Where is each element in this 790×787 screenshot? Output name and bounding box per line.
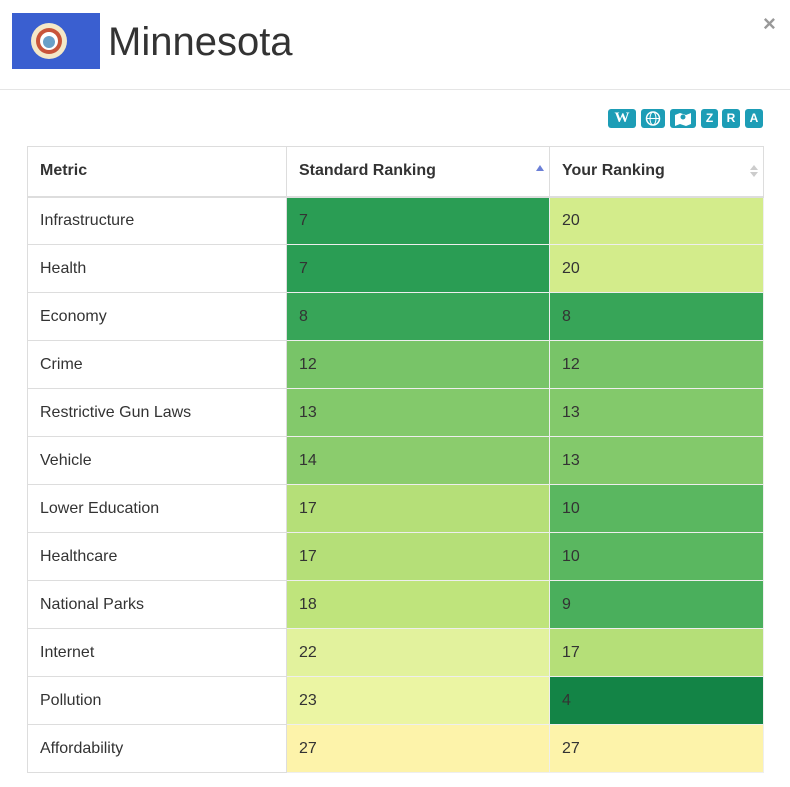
ranking-table: Metric Standard Ranking Your Ranking Inf… — [27, 146, 764, 773]
rank-cell: 20 — [549, 196, 764, 245]
metric-cell: Infrastructure — [27, 196, 287, 245]
table-row: Economy 8 8 — [27, 292, 764, 341]
table-row: Vehicle 14 13 — [27, 436, 764, 485]
rank-cell: 9 — [549, 580, 764, 629]
column-header[interactable]: Metric — [27, 146, 287, 198]
rank-cell: 17 — [286, 484, 550, 533]
globe-icon — [645, 111, 661, 126]
rank-cell: 27 — [549, 724, 764, 773]
state-flag — [12, 13, 100, 69]
rank-cell: 7 — [286, 196, 550, 245]
rank-cell: 17 — [549, 628, 764, 677]
column-header-text: Standard Ranking — [299, 162, 436, 180]
rank-cell: 4 — [549, 676, 764, 725]
metric-cell: Pollution — [27, 676, 287, 725]
rank-cell: 17 — [286, 532, 550, 581]
metric-cell: Healthcare — [27, 532, 287, 581]
metric-cell: Vehicle — [27, 436, 287, 485]
metric-cell: Economy — [27, 292, 287, 341]
sort-icon — [536, 165, 544, 171]
wiki-button[interactable]: W — [608, 109, 636, 128]
table-row: Internet 22 17 — [27, 628, 764, 677]
rank-cell: 12 — [549, 340, 764, 389]
metric-cell: Affordability — [27, 724, 287, 773]
z-button[interactable]: Z — [701, 109, 718, 128]
table-row: Pollution 23 4 — [27, 676, 764, 725]
column-header-text: Your Ranking — [562, 162, 665, 180]
r-button[interactable]: R — [722, 109, 740, 128]
rank-cell: 10 — [549, 484, 764, 533]
metric-cell: National Parks — [27, 580, 287, 629]
rank-cell: 7 — [286, 244, 550, 293]
rank-cell: 13 — [286, 388, 550, 437]
rank-cell: 8 — [286, 292, 550, 341]
column-header[interactable]: Your Ranking — [549, 146, 764, 198]
map-icon — [675, 113, 691, 126]
rank-cell: 27 — [286, 724, 550, 773]
table-row: Lower Education 17 10 — [27, 484, 764, 533]
rank-cell: 13 — [549, 436, 764, 485]
metric-cell: Crime — [27, 340, 287, 389]
table-row: Healthcare 17 10 — [27, 532, 764, 581]
table-row: Affordability 27 27 — [27, 724, 764, 773]
table-row: Crime 12 12 — [27, 340, 764, 389]
sort-icon — [750, 165, 758, 177]
column-header[interactable]: Standard Ranking — [286, 146, 550, 198]
rank-cell: 14 — [286, 436, 550, 485]
table-row: Restrictive Gun Laws 13 13 — [27, 388, 764, 437]
rank-cell: 20 — [549, 244, 764, 293]
metric-cell: Restrictive Gun Laws — [27, 388, 287, 437]
rank-cell: 23 — [286, 676, 550, 725]
table-row: National Parks 18 9 — [27, 580, 764, 629]
globe-button[interactable] — [641, 109, 665, 128]
close-button[interactable]: × — [763, 11, 776, 36]
rank-cell: 8 — [549, 292, 764, 341]
a-button[interactable]: A — [745, 109, 763, 128]
rank-cell: 13 — [549, 388, 764, 437]
rank-cell: 22 — [286, 628, 550, 677]
metric-cell: Lower Education — [27, 484, 287, 533]
rank-cell: 18 — [286, 580, 550, 629]
rank-cell: 10 — [549, 532, 764, 581]
table-row: Health 7 20 — [27, 244, 764, 293]
modal-header: Minnesota × — [0, 0, 790, 90]
table-row: Infrastructure 7 20 — [27, 196, 764, 245]
rank-cell: 12 — [286, 340, 550, 389]
metric-cell: Health — [27, 244, 287, 293]
metric-cell: Internet — [27, 628, 287, 677]
title: Minnesota — [108, 20, 293, 64]
table-body: Infrastructure 7 20 Health 7 20 Economy 8 8 Crime… — [27, 196, 764, 773]
map-button[interactable] — [670, 109, 696, 128]
